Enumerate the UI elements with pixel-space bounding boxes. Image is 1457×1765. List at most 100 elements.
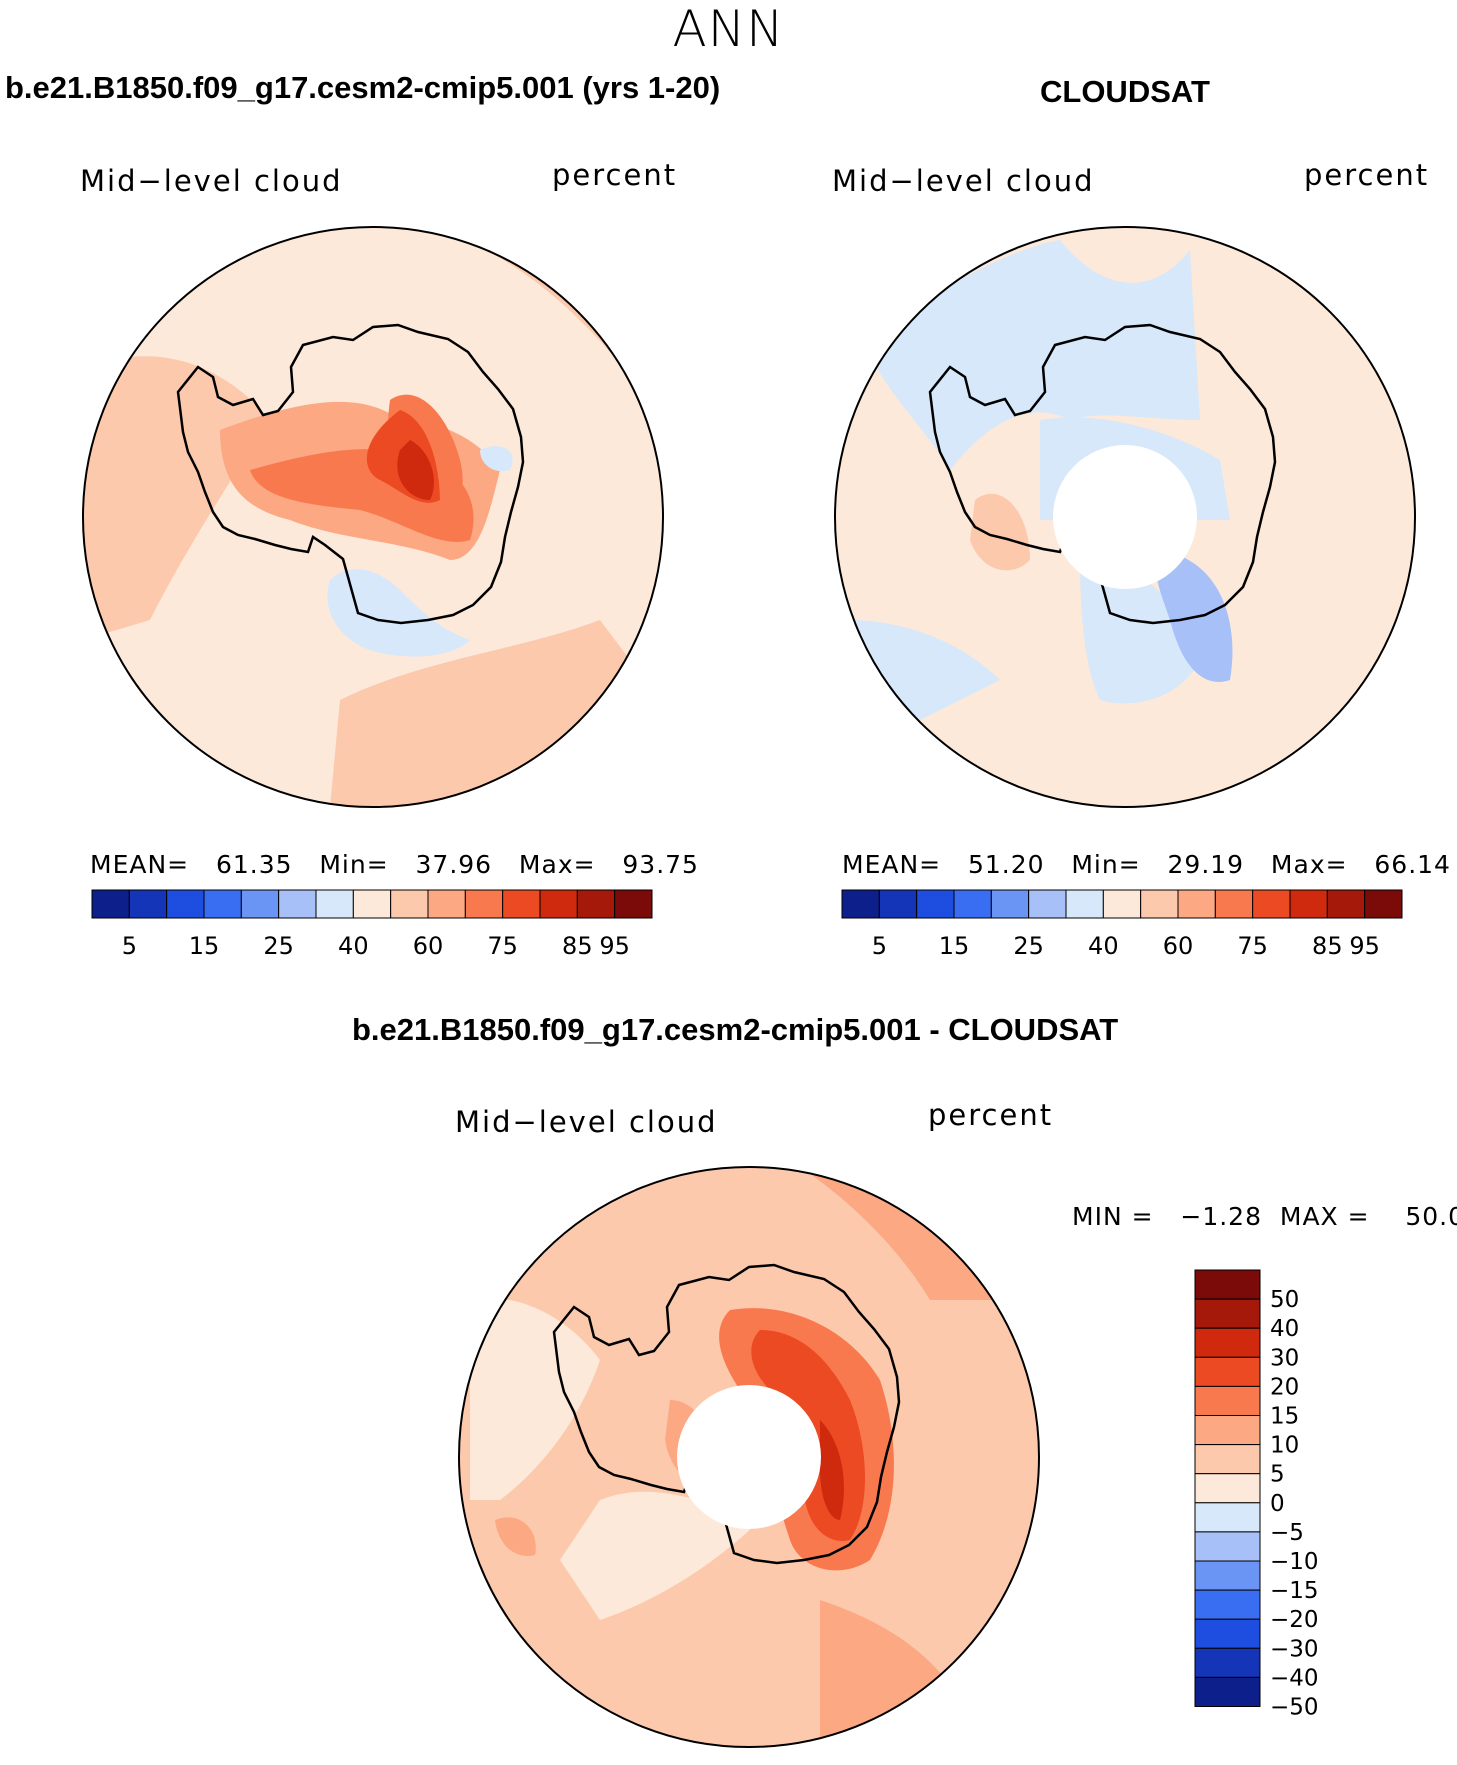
colorbar-model-tick-label: 95 xyxy=(599,932,630,960)
colorbar-diff-swatch xyxy=(1194,1385,1261,1417)
colorbar-model: 5 15 25 40 60 75 85 95 xyxy=(91,889,653,960)
pole-hole-diff xyxy=(677,1385,821,1529)
map-obs xyxy=(834,226,1416,808)
variable-label-diff: Mid−level cloud xyxy=(455,1105,718,1139)
colorbar-diff-tick-label: −40 xyxy=(1270,1665,1319,1691)
units-label-model: percent xyxy=(552,158,678,192)
panel-title-obs: CLOUDSAT xyxy=(1040,74,1210,109)
colorbar-obs-swatch xyxy=(916,889,955,919)
colorbar-model-tick-label: 60 xyxy=(413,932,444,960)
colorbar-diff-swatch xyxy=(1194,1444,1261,1475)
stats-diff: MIN = −1.28 MAX = 50.04 xyxy=(1072,1202,1457,1231)
map-border-model xyxy=(82,226,664,808)
colorbar-model-swatch xyxy=(352,889,392,919)
colorbar-diff-tick-label: 30 xyxy=(1270,1345,1299,1371)
colorbar-model-swatch xyxy=(539,889,578,919)
colorbar-diff-tick-label: −20 xyxy=(1270,1607,1319,1633)
colorbar-diff-swatch xyxy=(1194,1415,1261,1446)
colorbar-model-tick-label: 5 xyxy=(122,932,137,960)
colorbar-model-swatch xyxy=(427,889,466,919)
colorbar-obs-swatch xyxy=(1252,889,1291,919)
colorbar-model-swatch xyxy=(240,889,280,919)
colorbar-obs-swatch xyxy=(1177,889,1216,919)
colorbar-obs-tick-label: 15 xyxy=(939,932,970,960)
colorbar-obs-swatch xyxy=(878,889,918,919)
colorbar-model-swatch xyxy=(278,889,317,919)
colorbar-diff-swatch xyxy=(1194,1618,1261,1649)
colorbar-diff-tick-label: −15 xyxy=(1270,1578,1319,1604)
colorbar-model-swatch xyxy=(576,889,616,919)
variable-label-obs: Mid−level cloud xyxy=(832,164,1095,198)
colorbar-obs-tick-label: 85 xyxy=(1312,932,1343,960)
colorbar-model-tick-label: 85 xyxy=(562,932,593,960)
colorbar-obs-tick-label: 75 xyxy=(1237,932,1268,960)
colorbar-diff-swatch xyxy=(1194,1502,1261,1533)
map-border-obs xyxy=(834,226,1416,808)
colorbar-diff-tick-label: −5 xyxy=(1270,1520,1304,1546)
colorbar-obs-swatch xyxy=(1028,889,1067,919)
colorbar-model-swatch xyxy=(128,889,168,919)
colorbar-obs-tick-label: 95 xyxy=(1349,932,1380,960)
colorbar-diff-swatch xyxy=(1194,1269,1261,1300)
colorbar-model-tick-label: 15 xyxy=(189,932,220,960)
panel-title-model: b.e21.B1850.f09_g17.cesm2-cmip5.001 (yrs… xyxy=(5,70,721,105)
colorbar-obs-tick-label: 5 xyxy=(872,932,887,960)
colorbar-diff-swatch xyxy=(1194,1676,1261,1708)
colorbar-obs-swatch xyxy=(1140,889,1179,919)
colorbar-obs-swatch xyxy=(1326,889,1366,919)
colorbar-diff-swatch xyxy=(1194,1531,1261,1562)
variable-label-model: Mid−level cloud xyxy=(80,164,343,198)
colorbar-obs-tick-label: 25 xyxy=(1013,932,1044,960)
colorbar-obs-tick-label: 40 xyxy=(1088,932,1119,960)
colorbar-model-swatch xyxy=(91,889,130,919)
pole-hole-obs xyxy=(1053,445,1197,589)
colorbar-diff-swatch xyxy=(1194,1647,1261,1678)
colorbar-diff-swatch xyxy=(1194,1560,1261,1591)
colorbar-diff-swatch xyxy=(1194,1473,1261,1504)
colorbar-model-tick-label: 75 xyxy=(487,932,518,960)
colorbar-diff-swatch xyxy=(1194,1327,1261,1358)
colorbar-obs: 5 15 25 40 60 75 85 95 xyxy=(841,889,1403,960)
colorbar-obs-swatch xyxy=(1214,889,1254,919)
panel-title-diff: b.e21.B1850.f09_g17.cesm2-cmip5.001 - CL… xyxy=(352,1012,1119,1047)
colorbar-diff-tick-label: 20 xyxy=(1270,1374,1299,1400)
colorbar-obs-swatch xyxy=(841,889,880,919)
colorbar-model-swatch xyxy=(166,889,205,919)
colorbar-diff-tick-label: 15 xyxy=(1270,1404,1299,1430)
colorbar-diff-tick-label: 50 xyxy=(1270,1287,1299,1313)
colorbar-model-swatch xyxy=(614,889,653,919)
stats-model: MEAN= 61.35 Min= 37.96 Max= 93.75 xyxy=(90,850,699,879)
figure-title: ANN xyxy=(672,0,785,58)
colorbar-diff-tick-label: 5 xyxy=(1270,1462,1285,1488)
stats-obs: MEAN= 51.20 Min= 29.19 Max= 66.14 xyxy=(842,850,1451,879)
colorbar-model-swatch xyxy=(390,889,429,919)
colorbar-diff-swatch xyxy=(1194,1589,1261,1620)
colorbar-diff-swatch xyxy=(1194,1298,1261,1329)
colorbar-diff-tick-label: −10 xyxy=(1270,1549,1319,1575)
colorbar-model-swatch xyxy=(315,889,354,919)
colorbar-model-swatch xyxy=(464,889,504,919)
colorbar-diff-tick-label: 0 xyxy=(1270,1491,1285,1517)
map-border-diff xyxy=(458,1166,1040,1748)
units-label-obs: percent xyxy=(1304,158,1430,192)
colorbar-diff-swatch xyxy=(1194,1356,1261,1387)
colorbar-obs-swatch xyxy=(953,889,992,919)
colorbar-obs-swatch xyxy=(1065,889,1104,919)
colorbar-diff-tick-label: −50 xyxy=(1270,1695,1319,1721)
colorbar-obs-swatch xyxy=(1364,889,1403,919)
colorbar-diff-tick-label: 10 xyxy=(1270,1433,1299,1459)
colorbar-obs-swatch xyxy=(1289,889,1328,919)
colorbar-model-swatch xyxy=(203,889,242,919)
colorbar-model-tick-label: 40 xyxy=(338,932,369,960)
colorbar-obs-swatch xyxy=(990,889,1030,919)
colorbar-diff-tick-label: −30 xyxy=(1270,1636,1319,1662)
map-diff xyxy=(458,1166,1040,1748)
colorbar-obs-tick-label: 60 xyxy=(1163,932,1194,960)
units-label-diff: percent xyxy=(928,1098,1054,1132)
colorbar-model-tick-label: 25 xyxy=(263,932,294,960)
colorbar-obs-swatch xyxy=(1102,889,1142,919)
colorbar-diff-tick-label: 40 xyxy=(1270,1316,1299,1342)
map-model xyxy=(82,226,664,808)
